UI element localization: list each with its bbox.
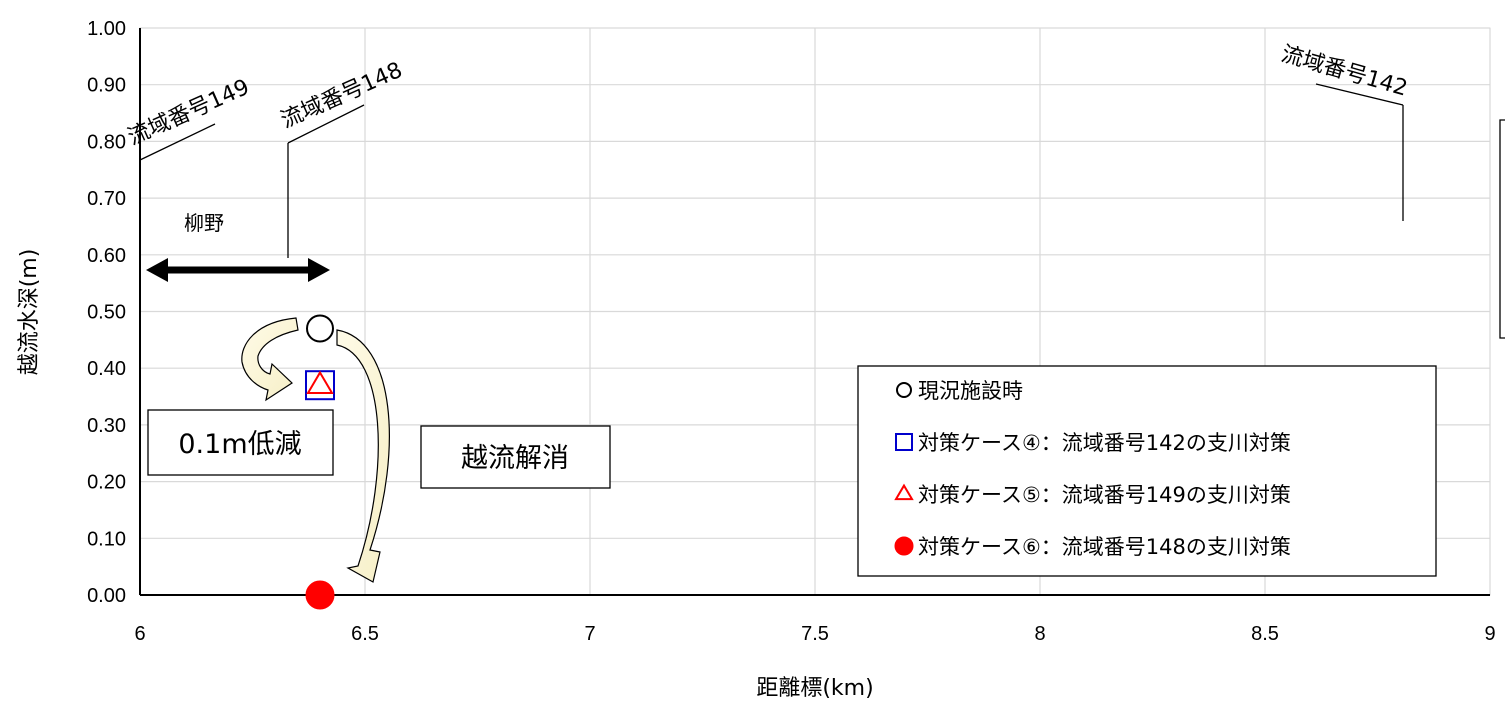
- y-tick-label: 0.70: [87, 188, 126, 210]
- x-tick-label: 8: [1034, 623, 1045, 645]
- resolved-box: [420, 425, 611, 489]
- y-tick-label: 0.90: [87, 75, 126, 97]
- region-label: 柳野: [184, 211, 224, 235]
- x-axis-label: 距離標(km): [756, 676, 873, 701]
- legend-marker-3: [894, 483, 914, 501]
- legend-marker-4: [894, 536, 914, 556]
- reduction-box: [147, 409, 334, 476]
- y-tick-label: 0.80: [87, 131, 126, 153]
- x-tick-label: 6.5: [351, 623, 379, 645]
- y-tick-label: 0.20: [87, 472, 126, 494]
- x-tick-label: 8.5: [1251, 623, 1279, 645]
- data-points: [305, 314, 335, 610]
- basin-149-leader: [139, 123, 216, 272]
- y-tick-label: 0.50: [87, 302, 126, 324]
- cropped-box-edge: [1499, 119, 1505, 339]
- y-tick-label: 0.10: [87, 528, 126, 550]
- resolved-label: 越流解消: [461, 443, 569, 474]
- y-axis-label: 越流水深(m): [17, 249, 42, 376]
- y-tick-label: 0.30: [87, 415, 126, 437]
- reduction-label: 0.1m低減: [178, 429, 301, 460]
- data-point-series-3: [306, 370, 334, 394]
- data-point-series-1: [306, 314, 334, 343]
- legend-label-3: 対策ケース⑤：流域番号149の支川対策: [918, 483, 1291, 507]
- legend-label-2: 対策ケース④：流域番号142の支川対策: [918, 431, 1291, 455]
- x-tick-labels: 6 6.5 7 7.5 8 8.5 9: [134, 623, 1495, 645]
- y-tick-labels: 0.00 0.10 0.20 0.30 0.40 0.50 0.60 0.70 0.80 0.90…: [87, 18, 126, 607]
- legend-marker-1: [896, 382, 912, 398]
- region-span-arrow: [146, 258, 330, 282]
- x-tick-label: 7: [584, 623, 595, 645]
- y-tick-label: 1.00: [87, 18, 126, 40]
- x-tick-label: 6: [134, 623, 145, 645]
- x-tick-label: 9: [1484, 623, 1495, 645]
- y-tick-label: 0.40: [87, 358, 126, 380]
- y-tick-label: 0.00: [87, 585, 126, 607]
- legend-label-4: 対策ケース⑥：流域番号148の支川対策: [918, 535, 1291, 559]
- x-tick-label: 7.5: [801, 623, 829, 645]
- data-point-series-4: [305, 580, 335, 610]
- basin-148-leader: [287, 104, 365, 258]
- resolved-curved-arrow: [336, 329, 390, 583]
- legend-label-1: 現況施設時: [918, 379, 1023, 403]
- y-tick-label: 0.60: [87, 245, 126, 267]
- reduction-curved-arrow: [241, 317, 299, 402]
- legend-marker-2: [895, 433, 913, 451]
- legend: 現況施設時対策ケース④：流域番号142の支川対策対策ケース⑤：流域番号149の支…: [857, 365, 1437, 577]
- legend-box: [857, 365, 1437, 577]
- basin-142-leader: [1315, 83, 1404, 221]
